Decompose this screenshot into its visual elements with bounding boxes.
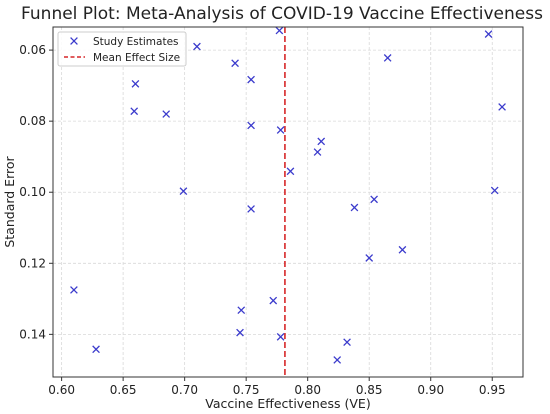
study-point — [131, 79, 140, 88]
study-point — [130, 107, 139, 116]
grid-lines — [53, 27, 523, 377]
x-tick-label: 0.80 — [294, 383, 321, 397]
legend: Study Estimates Mean Effect Size — [57, 31, 187, 67]
study-point — [333, 356, 342, 364]
study-point — [276, 126, 285, 134]
study-point — [179, 187, 188, 196]
study-points — [70, 26, 506, 364]
plot-frame — [52, 26, 524, 378]
x-tick-label: 0.65 — [110, 383, 137, 397]
study-point — [269, 296, 278, 305]
study-point — [370, 195, 378, 204]
chart-title: Funnel Plot: Meta-Analysis of COVID-19 V… — [21, 4, 543, 24]
study-point — [350, 203, 359, 212]
study-point — [276, 332, 285, 341]
y-tick-label: 0.06 — [19, 43, 46, 57]
y-tick-label: 0.08 — [19, 114, 46, 128]
study-point — [237, 306, 246, 315]
study-point — [247, 75, 255, 84]
x-tick-label: 0.60 — [48, 383, 75, 397]
x-axis-ticks: 0.60 0.65 0.70 0.75 0.80 0.85 0.90 0.95 — [48, 377, 506, 397]
study-point — [365, 254, 374, 262]
y-tick-label: 0.10 — [19, 185, 46, 199]
study-point — [92, 345, 100, 354]
y-axis-ticks: 0.06 0.08 0.10 0.12 0.14 — [19, 43, 53, 341]
legend-marker-study-estimates — [70, 37, 78, 45]
x-tick-label: 0.90 — [417, 383, 444, 397]
study-point — [162, 110, 171, 118]
study-point — [383, 54, 392, 62]
study-point — [484, 30, 493, 38]
legend-label-study-estimates: Study Estimates — [93, 36, 179, 48]
x-tick-label: 0.85 — [356, 383, 383, 397]
study-point — [231, 59, 239, 68]
study-point — [343, 338, 351, 347]
study-point — [247, 205, 255, 213]
study-point — [275, 26, 284, 35]
study-point — [247, 121, 255, 130]
legend-box — [57, 31, 187, 67]
study-point — [398, 245, 407, 254]
study-point — [317, 137, 326, 146]
study-point — [286, 167, 295, 176]
study-point — [193, 42, 201, 51]
study-point — [70, 286, 78, 294]
study-point — [490, 186, 499, 195]
y-axis-label: Standard Error — [2, 155, 17, 247]
study-point — [498, 103, 506, 111]
legend-label-mean-effect-size: Mean Effect Size — [93, 52, 180, 64]
x-tick-label: 0.75 — [233, 383, 260, 397]
study-point — [236, 328, 244, 337]
x-axis-label: Vaccine Effectiveness (VE) — [205, 396, 370, 411]
study-point — [313, 148, 322, 156]
y-tick-label: 0.14 — [19, 327, 46, 341]
x-tick-label: 0.70 — [171, 383, 198, 397]
x-tick-label: 0.95 — [479, 383, 506, 397]
y-tick-label: 0.12 — [19, 256, 46, 270]
